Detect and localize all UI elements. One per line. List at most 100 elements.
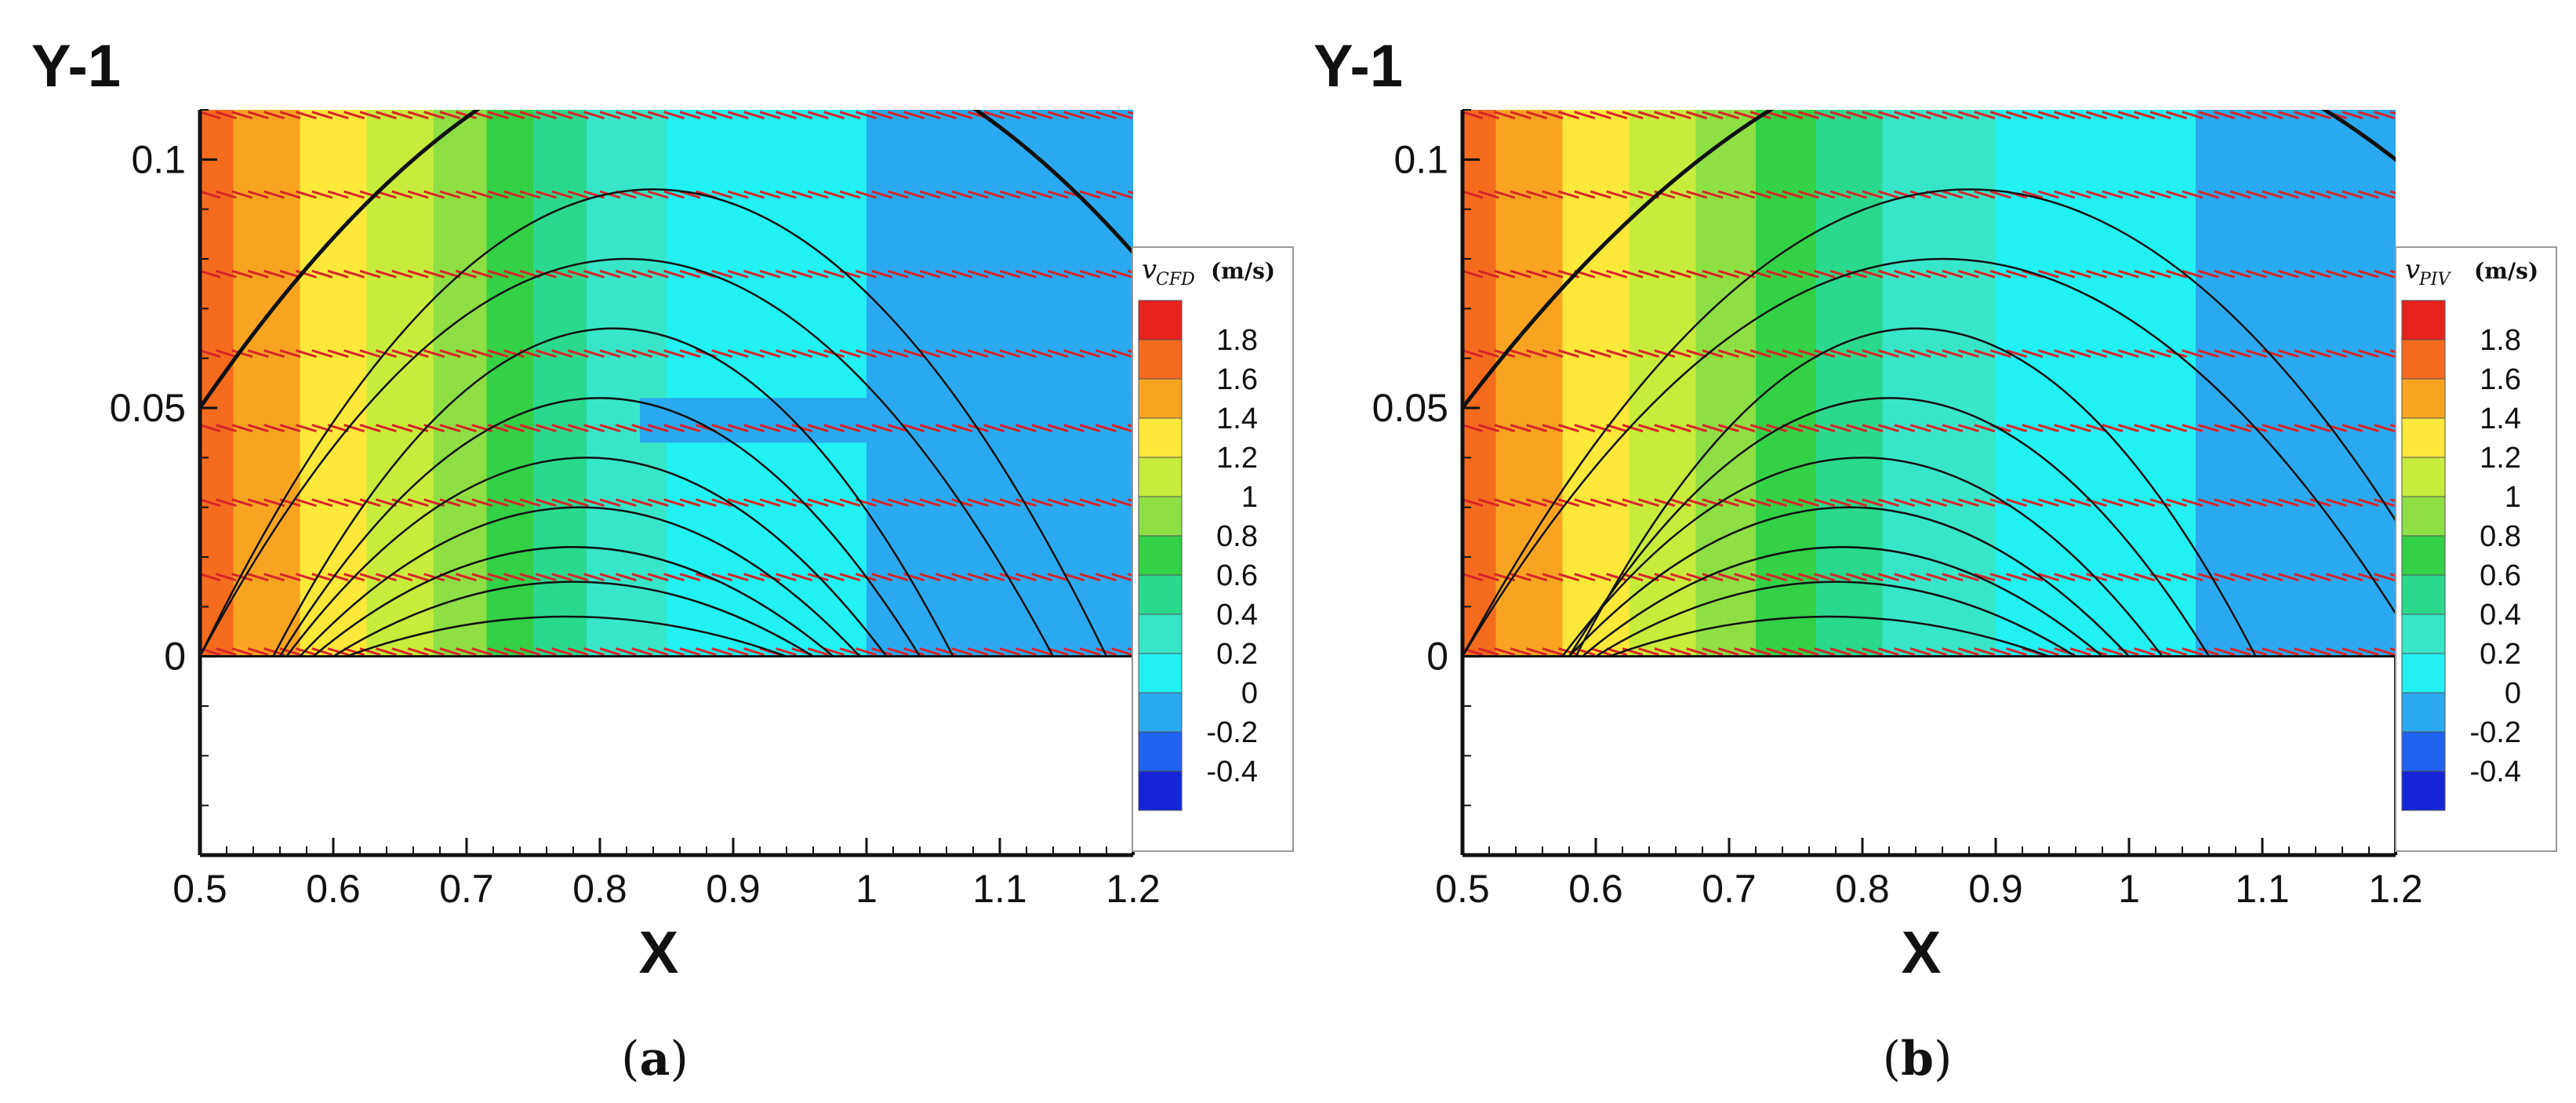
velocity-vector [743, 498, 765, 508]
velocity-vector [759, 190, 781, 199]
velocity-vector [2197, 349, 2219, 359]
velocity-vector [711, 424, 733, 433]
contour-strip [1622, 110, 1630, 657]
velocity-vector [1510, 190, 1531, 199]
velocity-vector [759, 498, 781, 508]
contour-strip [939, 110, 947, 657]
velocity-vector [2037, 111, 2059, 120]
velocity-vector [919, 647, 941, 657]
velocity-vector [2069, 269, 2091, 278]
velocity-vector [2326, 647, 2348, 657]
velocity-vector [807, 349, 829, 359]
velocity-vector [839, 424, 861, 433]
velocity-vector [1846, 424, 1868, 433]
velocity-vector [279, 424, 301, 433]
contour-strip [1716, 110, 1724, 657]
velocity-vector [247, 190, 269, 199]
velocity-vector [983, 647, 1005, 657]
velocity-vector [1622, 269, 1644, 278]
velocity-vector [1063, 269, 1085, 278]
velocity-vector [391, 349, 413, 359]
velocity-vector [439, 424, 461, 433]
velocity-vector [551, 190, 573, 199]
colorbar-tick-label: 0 [1241, 677, 1258, 710]
velocity-vector [1702, 573, 1724, 582]
velocity-vector [2197, 424, 2219, 433]
y-tick-label: 0 [164, 635, 186, 679]
velocity-vector [1686, 647, 1708, 657]
velocity-vector [200, 573, 221, 582]
velocity-vector [407, 498, 429, 508]
velocity-vector [1894, 573, 1916, 582]
velocity-vector [1749, 190, 1771, 199]
velocity-vector [711, 111, 733, 120]
velocity-vector [1637, 111, 1659, 120]
contour-strip [606, 110, 614, 657]
velocity-vector [1989, 647, 2011, 657]
contour-strip [1080, 110, 1088, 657]
velocity-vector [1877, 349, 1899, 359]
contour-strip [733, 110, 741, 657]
velocity-vector [375, 647, 397, 657]
contour-strip [1126, 110, 1133, 657]
velocity-vector [695, 111, 717, 120]
velocity-vector [1957, 498, 1979, 508]
contour-strip [446, 110, 454, 657]
velocity-vector [1542, 349, 1564, 359]
panel-sublabel: (a) [621, 1032, 689, 1087]
velocity-vector [1782, 111, 1804, 120]
velocity-vector [711, 573, 733, 582]
velocity-vector [503, 349, 525, 359]
velocity-vector [567, 349, 589, 359]
velocity-vector [839, 111, 861, 120]
velocity-vector [2262, 269, 2284, 278]
velocity-vector [2389, 573, 2396, 577]
contour-strip [1636, 110, 1644, 657]
velocity-vector [1862, 349, 1884, 359]
velocity-vector [1462, 349, 1484, 359]
velocity-vector [2214, 190, 2236, 199]
colorbar-cell [1138, 378, 1183, 419]
velocity-vector [1622, 349, 1644, 359]
velocity-vector [647, 647, 669, 657]
velocity-vector [2054, 573, 2076, 582]
velocity-vector [887, 269, 909, 278]
velocity-vector [1957, 573, 1979, 582]
contour-strip [800, 110, 808, 657]
contour-strip [2382, 110, 2390, 657]
velocity-vector [871, 269, 893, 278]
velocity-vector [663, 349, 685, 359]
contour-strip [1113, 110, 1121, 657]
velocity-vector [2182, 424, 2204, 433]
contour-strip [846, 110, 854, 657]
velocity-vector [1942, 647, 1964, 657]
velocity-vector [1686, 349, 1708, 359]
velocity-vector [711, 190, 733, 199]
colorbar-cell [2401, 770, 2446, 811]
velocity-vector [1542, 498, 1564, 508]
velocity-vector [1717, 573, 1739, 582]
velocity-vector [327, 573, 349, 582]
contour-strip [1066, 110, 1074, 657]
colorbar-cell [1138, 692, 1183, 733]
y-tick-label: 0.1 [131, 137, 186, 181]
contour-strip [533, 110, 541, 657]
contour-strip [2282, 110, 2290, 657]
velocity-vector [1862, 269, 1884, 278]
velocity-vector [247, 349, 269, 359]
velocity-vector [2229, 424, 2251, 433]
velocity-vector [1526, 269, 1548, 278]
velocity-vector [919, 349, 941, 359]
velocity-vector [1494, 424, 1516, 433]
velocity-vector [2197, 647, 2219, 657]
velocity-vector [2102, 111, 2124, 120]
velocity-vector [599, 424, 621, 433]
velocity-vector [903, 111, 925, 120]
velocity-vector [2197, 269, 2219, 278]
velocity-vector [2229, 190, 2251, 199]
contour-strip [1895, 110, 1903, 657]
velocity-vector [2054, 269, 2076, 278]
velocity-vector [1111, 498, 1133, 508]
velocity-vector [1766, 269, 1788, 278]
contour-strip [1609, 110, 1617, 657]
